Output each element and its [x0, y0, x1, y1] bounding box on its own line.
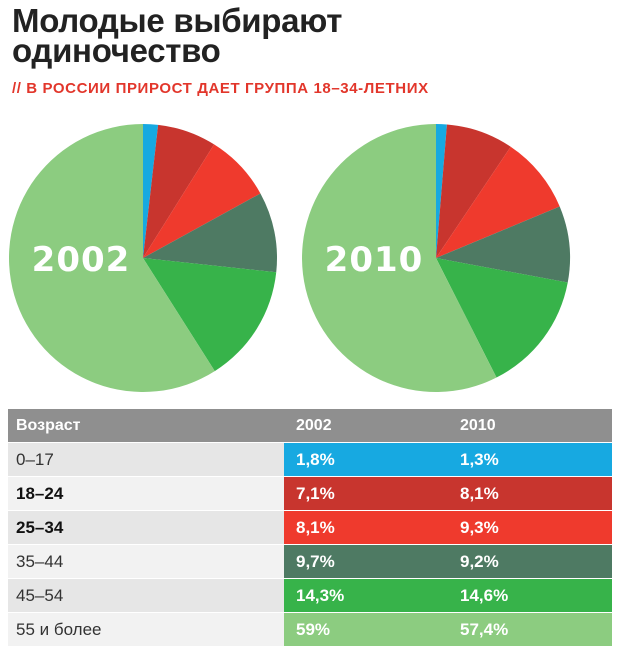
value-2010-cell: 1,3% [448, 442, 612, 477]
pie-year-label: 2010 [325, 240, 424, 280]
pie-slice [8, 124, 215, 392]
table-row: 0–17 1,8% 1,3% [8, 442, 612, 477]
pie-slice [143, 124, 159, 258]
pie-slice [302, 124, 497, 392]
value-2010-cell: 9,3% [448, 510, 612, 545]
age-cell: 35–44 [8, 544, 284, 579]
table-row: 25–34 8,1% 9,3% [8, 510, 612, 545]
pie-2002: 2002 [8, 124, 278, 392]
value-2002-cell: 9,7% [284, 544, 448, 579]
age-cell: 55 и более [8, 612, 284, 646]
pie-slice [436, 124, 511, 258]
table-row: 45–54 14,3% 14,6% [8, 578, 612, 613]
age-cell: 25–34 [8, 510, 284, 545]
title-line-2: одиночество [12, 32, 221, 69]
header-age: Возраст [8, 409, 284, 443]
data-table: Возраст 2002 2010 0–17 1,8% 1,3% 18–24 7,1% 8… [8, 409, 612, 646]
value-2002-cell: 14,3% [284, 578, 448, 613]
subtitle: // В РОССИИ ПРИРОСТ ДАЕТ ГРУППА 18–34-ЛЕ… [12, 80, 429, 97]
pie-slice [436, 146, 560, 258]
pie-slice [143, 144, 261, 258]
pie-slice [143, 124, 215, 258]
pie-year-label: 2002 [32, 240, 131, 280]
value-2010-cell: 57,4% [448, 612, 612, 646]
pie-slice [436, 206, 571, 283]
value-2010-cell: 8,1% [448, 476, 612, 511]
header-2010: 2010 [448, 409, 612, 443]
age-cell: 18–24 [8, 476, 284, 511]
header-2002: 2002 [284, 409, 448, 443]
value-2002-cell: 1,8% [284, 442, 448, 477]
table-row: 18–24 7,1% 8,1% [8, 476, 612, 511]
pie-slice [143, 193, 278, 273]
age-cell: 0–17 [8, 442, 284, 477]
value-2002-cell: 8,1% [284, 510, 448, 545]
age-cell: 45–54 [8, 578, 284, 613]
page-title: Молодые выбирают одиночество [12, 2, 343, 69]
pie-slice [143, 258, 277, 372]
table-row: 35–44 9,7% 9,2% [8, 544, 612, 579]
pie-slice [436, 124, 447, 258]
value-2010-cell: 9,2% [448, 544, 612, 579]
value-2002-cell: 7,1% [284, 476, 448, 511]
table-header-row: Возраст 2002 2010 [8, 409, 612, 443]
pie-2010: 2010 [302, 124, 571, 392]
pie-charts: 2002 2010 [8, 124, 571, 392]
value-2002-cell: 59% [284, 612, 448, 646]
title-line-1: Молодые выбирают [12, 2, 343, 39]
table-row: 55 и более 59% 57,4% [8, 612, 612, 646]
value-2010-cell: 14,6% [448, 578, 612, 613]
pie-slice [436, 258, 568, 378]
